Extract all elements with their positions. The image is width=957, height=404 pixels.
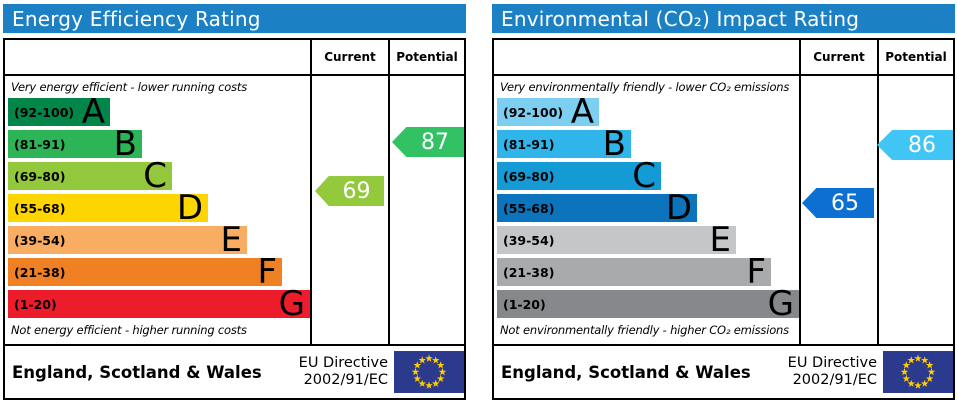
band-letter: B <box>602 124 626 164</box>
eu-flag-icon <box>394 351 464 393</box>
band-range: (39-54) <box>14 232 66 248</box>
footer-divider <box>5 344 464 346</box>
band-letter: D <box>665 188 692 228</box>
current-rating-value: 69 <box>342 178 371 204</box>
band-g: (1-20) G <box>497 284 799 324</box>
panel-footer: England, Scotland & Wales EU Directive 20… <box>5 346 464 398</box>
column-divider <box>799 40 801 344</box>
footer-divider <box>494 344 953 346</box>
column-divider <box>877 40 879 344</box>
band-d: (55-68) D <box>8 188 208 228</box>
eu-directive-line1: EU Directive <box>298 354 388 371</box>
band-ladder: (92-100) A (81-91) B (69-80) C (55-68) D (39-54)… <box>497 92 799 324</box>
band-range: (81-91) <box>14 136 66 152</box>
band-letter: F <box>746 252 766 292</box>
band-a: (92-100) A <box>8 92 110 132</box>
band-c: (69-80) C <box>8 156 172 196</box>
band-range: (92-100) <box>503 104 564 120</box>
band-b: (81-91) B <box>497 124 631 164</box>
band-letter: C <box>143 156 167 196</box>
band-c: (69-80) C <box>497 156 661 196</box>
panel-title-bar: Energy Efficiency Rating <box>3 4 466 33</box>
band-range: (81-91) <box>503 136 555 152</box>
potential-column-header: Potential <box>396 50 458 64</box>
band-letter: A <box>570 92 594 132</box>
band-range: (69-80) <box>14 168 66 184</box>
current-rating-arrow: 65 <box>802 188 874 218</box>
band-letter: G <box>767 284 794 324</box>
band-g: (1-20) G <box>8 284 310 324</box>
header-row-divider <box>494 74 953 76</box>
energy-efficiency-panel: Energy Efficiency Rating Current Potenti… <box>3 4 466 400</box>
potential-column-header: Potential <box>885 50 947 64</box>
potential-rating-arrow: 86 <box>877 130 953 160</box>
eu-directive-line2: 2002/91/EC <box>303 372 388 388</box>
band-range: (1-20) <box>14 296 57 312</box>
band-range: (21-38) <box>14 264 66 280</box>
band-b: (81-91) B <box>8 124 142 164</box>
panel-footer: England, Scotland & Wales EU Directive 20… <box>494 346 953 398</box>
band-range: (21-38) <box>503 264 555 280</box>
band-letter: F <box>257 252 277 292</box>
band-range: (1-20) <box>503 296 546 312</box>
region-label: England, Scotland & Wales <box>12 362 262 382</box>
band-range: (69-80) <box>503 168 555 184</box>
panel-title-bar: Environmental (CO₂) Impact Rating <box>492 4 955 33</box>
current-column-header: Current <box>324 50 376 64</box>
current-rating-value: 65 <box>831 190 859 216</box>
column-divider <box>310 40 312 344</box>
band-letter: E <box>709 220 731 260</box>
band-letter: D <box>176 188 203 228</box>
rating-table: Current Potential Very environmentally f… <box>492 38 955 400</box>
band-a: (92-100) A <box>497 92 599 132</box>
band-range: (39-54) <box>503 232 555 248</box>
band-letter: B <box>113 124 137 164</box>
band-range: (92-100) <box>14 104 75 120</box>
column-divider <box>388 40 390 344</box>
current-rating-arrow: 69 <box>315 176 384 206</box>
band-letter: E <box>220 220 242 260</box>
current-column-header: Current <box>813 50 865 64</box>
band-range: (55-68) <box>503 200 555 216</box>
band-e: (39-54) E <box>8 220 247 260</box>
eu-directive-label: EU Directive 2002/91/EC <box>788 355 883 390</box>
top-note: Very energy efficient - lower running co… <box>11 80 247 94</box>
potential-rating-value: 87 <box>421 129 449 155</box>
eu-directive-line1: EU Directive <box>787 354 877 371</box>
eu-directive-label: EU Directive 2002/91/EC <box>299 355 394 390</box>
potential-rating-value: 86 <box>908 132 936 158</box>
region-label: England, Scotland & Wales <box>501 362 751 382</box>
panel-title: Energy Efficiency Rating <box>12 6 261 31</box>
panel-title: Environmental (CO₂) Impact Rating <box>501 6 860 31</box>
band-d: (55-68) D <box>497 188 697 228</box>
top-note: Very environmentally friendly - lower CO… <box>500 80 790 94</box>
potential-rating-arrow: 87 <box>392 127 464 157</box>
bottom-note: Not energy efficient - higher running co… <box>11 323 247 337</box>
eu-directive-line2: 2002/91/EC <box>792 372 877 388</box>
band-letter: C <box>632 156 656 196</box>
band-e: (39-54) E <box>497 220 736 260</box>
band-range: (55-68) <box>14 200 66 216</box>
band-letter: G <box>278 284 305 324</box>
eu-flag-icon <box>883 351 953 393</box>
band-letter: A <box>81 92 105 132</box>
band-ladder: (92-100) A (81-91) B (69-80) C (55-68) D (39-54)… <box>8 92 310 324</box>
band-f: (21-38) F <box>8 252 282 292</box>
bottom-note: Not environmentally friendly - higher CO… <box>500 323 789 337</box>
environmental-impact-panel: Environmental (CO₂) Impact Rating Curren… <box>492 4 955 400</box>
band-f: (21-38) F <box>497 252 771 292</box>
rating-table: Current Potential Very energy efficient … <box>3 38 466 400</box>
header-row-divider <box>5 74 464 76</box>
